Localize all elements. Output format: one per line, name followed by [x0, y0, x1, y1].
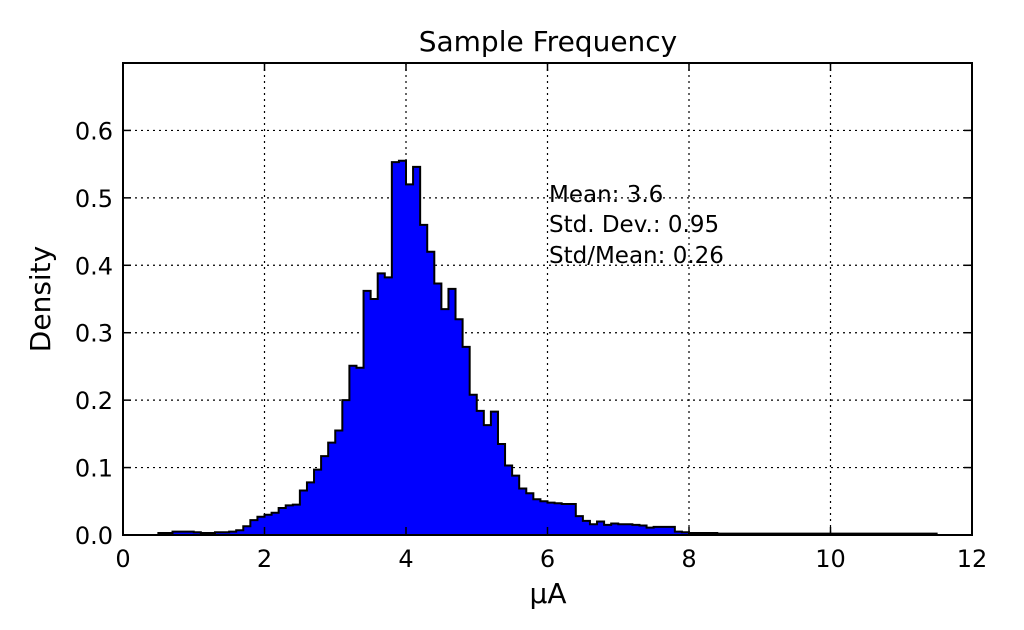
axis-ticks: 0 2 4 6 8 10 12 0.0 0.1 0.2 0.3 0.4 0.5 0.6: [75, 63, 987, 573]
y-tick-label: 0.6: [75, 117, 113, 145]
y-tick-label: 0.0: [75, 522, 113, 550]
x-tick-label: 10: [815, 545, 846, 573]
y-tick-label: 0.3: [75, 320, 113, 348]
histogram-area: [157, 159, 938, 536]
y-tick-label: 0.1: [75, 455, 113, 483]
x-tick-label: 12: [957, 545, 988, 573]
x-tick-label: 2: [257, 545, 272, 573]
y-tick-label: 0.2: [75, 387, 113, 415]
annotation-mean: Mean: 3.6: [549, 182, 663, 208]
annotation-std-dev: Std. Dev.: 0.95: [549, 212, 719, 238]
chart-title: Sample Frequency: [419, 25, 678, 58]
x-tick-label: 8: [681, 545, 696, 573]
x-tick-label: 6: [540, 545, 555, 573]
y-axis-label: Density: [24, 246, 57, 352]
y-tick-label: 0.4: [75, 252, 113, 280]
x-tick-label: 0: [115, 545, 130, 573]
x-tick-label: 4: [398, 545, 413, 573]
y-tick-label: 0.5: [75, 185, 113, 213]
x-axis-label: μA: [530, 577, 567, 610]
annotation-std-mean: Std/Mean: 0.26: [549, 243, 724, 269]
grid-lines: [123, 63, 972, 535]
